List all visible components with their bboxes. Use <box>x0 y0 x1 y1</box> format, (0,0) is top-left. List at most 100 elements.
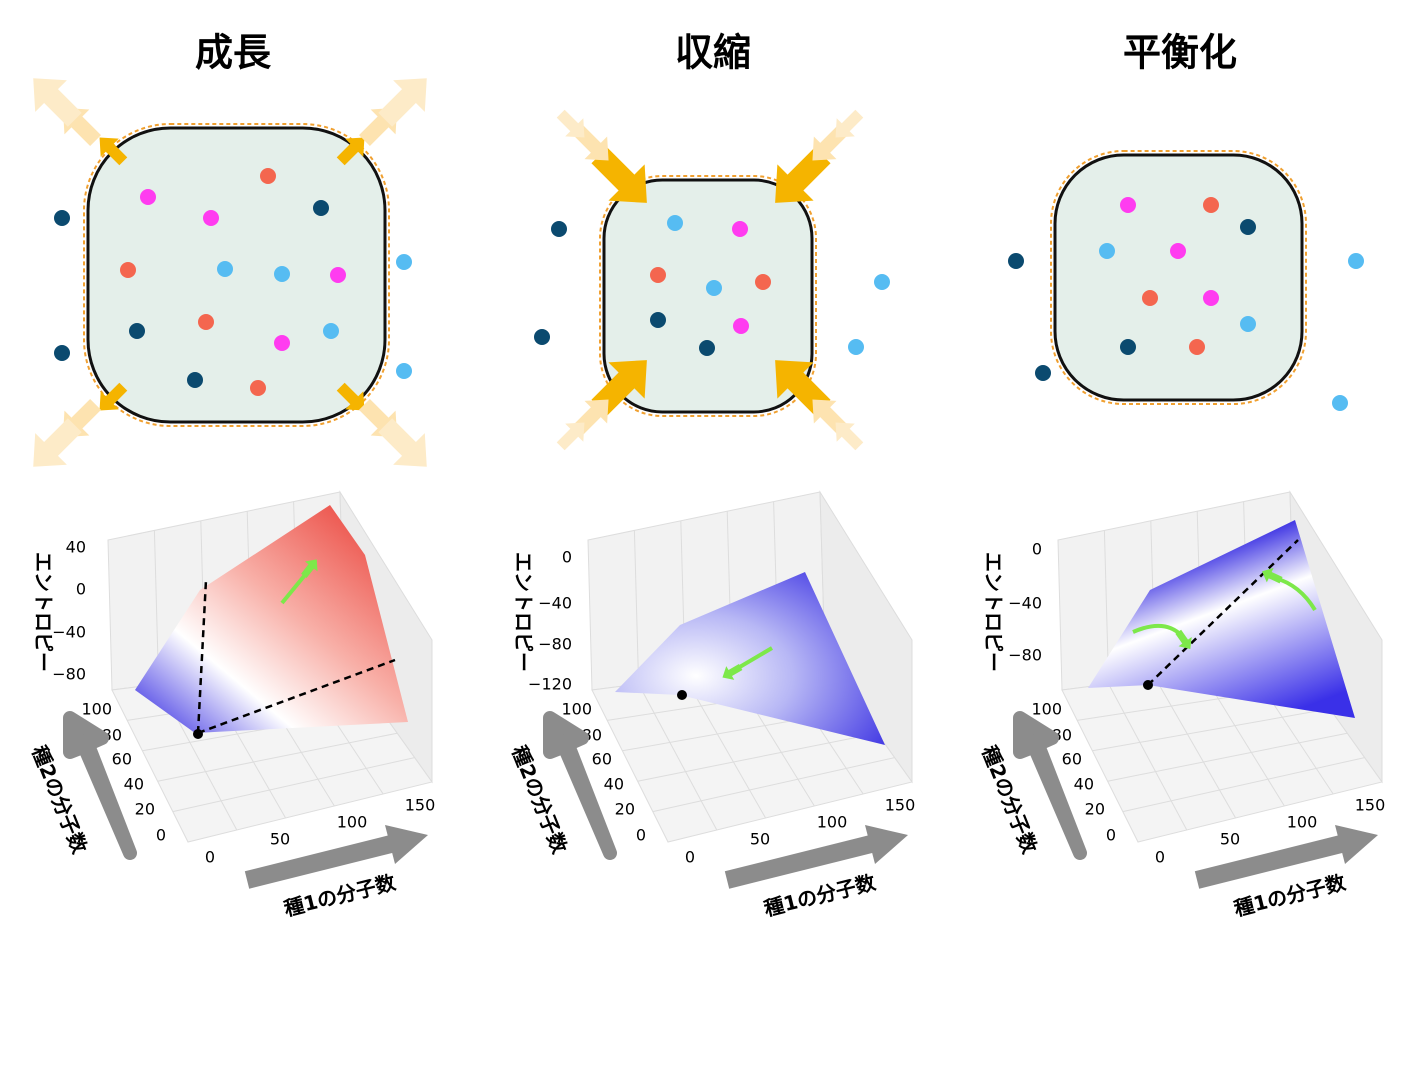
y-tick-label: 60 <box>1062 750 1082 769</box>
z-tick-label: −40 <box>538 594 572 613</box>
molecule <box>733 318 749 334</box>
entropy-surface <box>1088 520 1355 718</box>
molecule <box>120 262 136 278</box>
y-tick-label: 40 <box>1074 775 1094 794</box>
grid-line <box>1154 677 1237 819</box>
molecule <box>1332 395 1348 411</box>
flow-arrow-head-shape <box>1175 629 1192 650</box>
molecule <box>1348 253 1364 269</box>
molecule <box>250 380 266 396</box>
shrink-arrow-shape <box>775 147 831 203</box>
x-tick-label: 100 <box>337 813 368 832</box>
growth-arrow-shape <box>99 382 128 411</box>
cell <box>1053 153 1304 402</box>
molecule <box>313 200 329 216</box>
z-tick-label: −80 <box>538 635 572 654</box>
panel-title: 成長 <box>195 31 272 75</box>
growth-arrow <box>336 137 365 166</box>
molecule <box>217 261 233 277</box>
shrink-arrow-faded-shape <box>835 109 864 138</box>
grid-line <box>1108 683 1188 831</box>
molecule <box>274 335 290 351</box>
molecule <box>699 340 715 356</box>
z-tick-label: −120 <box>528 675 572 694</box>
axis-arrow-head <box>865 825 908 864</box>
flow-arrow-head <box>722 663 743 680</box>
y-tick-label: 0 <box>1106 826 1116 845</box>
x-axis-label: 種1の分子数 <box>1231 870 1348 921</box>
shrink-arrow-faded-shape <box>556 422 585 451</box>
molecule <box>187 372 203 388</box>
molecule <box>330 267 346 283</box>
z-tick-label: −40 <box>52 623 86 642</box>
growth-arrow-shape <box>99 137 128 166</box>
axis-arrow <box>1194 834 1348 889</box>
x-axis-label: 種1の分子数 <box>281 870 398 921</box>
membrane-outline <box>1050 150 1307 405</box>
x-tick-label: 150 <box>885 796 916 815</box>
z-tick-label: 0 <box>76 580 86 599</box>
steady-point <box>677 690 687 700</box>
flow-arrow-head-shape <box>722 663 743 680</box>
axis-arrow <box>724 834 878 889</box>
shrink-arrow-faded <box>556 422 585 451</box>
membrane-outline <box>599 175 817 417</box>
molecule <box>1008 253 1024 269</box>
grid-line <box>1092 708 1330 752</box>
y-tick-label: 0 <box>636 826 646 845</box>
grid-line <box>633 530 640 685</box>
growth-arrow <box>99 382 128 411</box>
flow-arrow <box>736 646 774 670</box>
molecule <box>848 339 864 355</box>
y-tick-label: 40 <box>604 775 624 794</box>
growth-arrow-shape <box>336 382 365 411</box>
entropy-surface <box>135 505 408 733</box>
molecule <box>874 274 890 290</box>
molecule <box>140 189 156 205</box>
molecule <box>129 323 145 339</box>
molecule <box>1203 290 1219 306</box>
boundary-line <box>1147 539 1299 686</box>
molecule <box>198 314 214 330</box>
flow-arrow-head <box>1175 629 1192 650</box>
x-tick-label: 150 <box>405 796 436 815</box>
molecule <box>1189 339 1205 355</box>
y-tick-label: 40 <box>124 775 144 794</box>
molecule <box>323 323 339 339</box>
x-tick-label: 0 <box>205 848 215 867</box>
grid-line <box>637 732 878 782</box>
molecule <box>260 168 276 184</box>
grid-line <box>638 683 718 831</box>
molecule <box>203 210 219 226</box>
shrink-arrow-faded <box>556 109 585 138</box>
axis-arrow <box>63 711 137 860</box>
flow-arrow-head-shape <box>1262 567 1283 584</box>
x-tick-label: 100 <box>1287 813 1318 832</box>
y-tick-label: 100 <box>561 700 592 719</box>
molecule <box>1099 243 1115 259</box>
z-axis-label: エントロピー <box>982 552 1006 672</box>
molecule <box>650 267 666 283</box>
growth-arrow-faded-shape <box>33 78 82 127</box>
x-tick-label: 0 <box>685 848 695 867</box>
molecule <box>396 363 412 379</box>
y-tick-label: 60 <box>592 750 612 769</box>
z-axis-label: エントロピー <box>512 552 536 672</box>
grid-line <box>157 732 398 782</box>
flow-arrow-head <box>301 559 318 579</box>
growth-arrow-faded <box>378 78 427 127</box>
growth-arrow-faded-shape <box>33 418 82 467</box>
cell <box>602 178 814 414</box>
growth-arrow-faded-shape <box>378 418 427 467</box>
grid-line <box>1122 757 1365 813</box>
molecule <box>1120 339 1136 355</box>
steady-point <box>1143 680 1153 690</box>
z-tick-label: −80 <box>1008 646 1042 665</box>
x-tick-label: 50 <box>1220 830 1240 849</box>
flow-arrow-head <box>1262 567 1283 584</box>
shrink-arrow-faded-shape <box>556 109 585 138</box>
molecule <box>667 215 683 231</box>
flow-arrow <box>280 573 307 605</box>
z-tick-label: 0 <box>562 548 572 567</box>
